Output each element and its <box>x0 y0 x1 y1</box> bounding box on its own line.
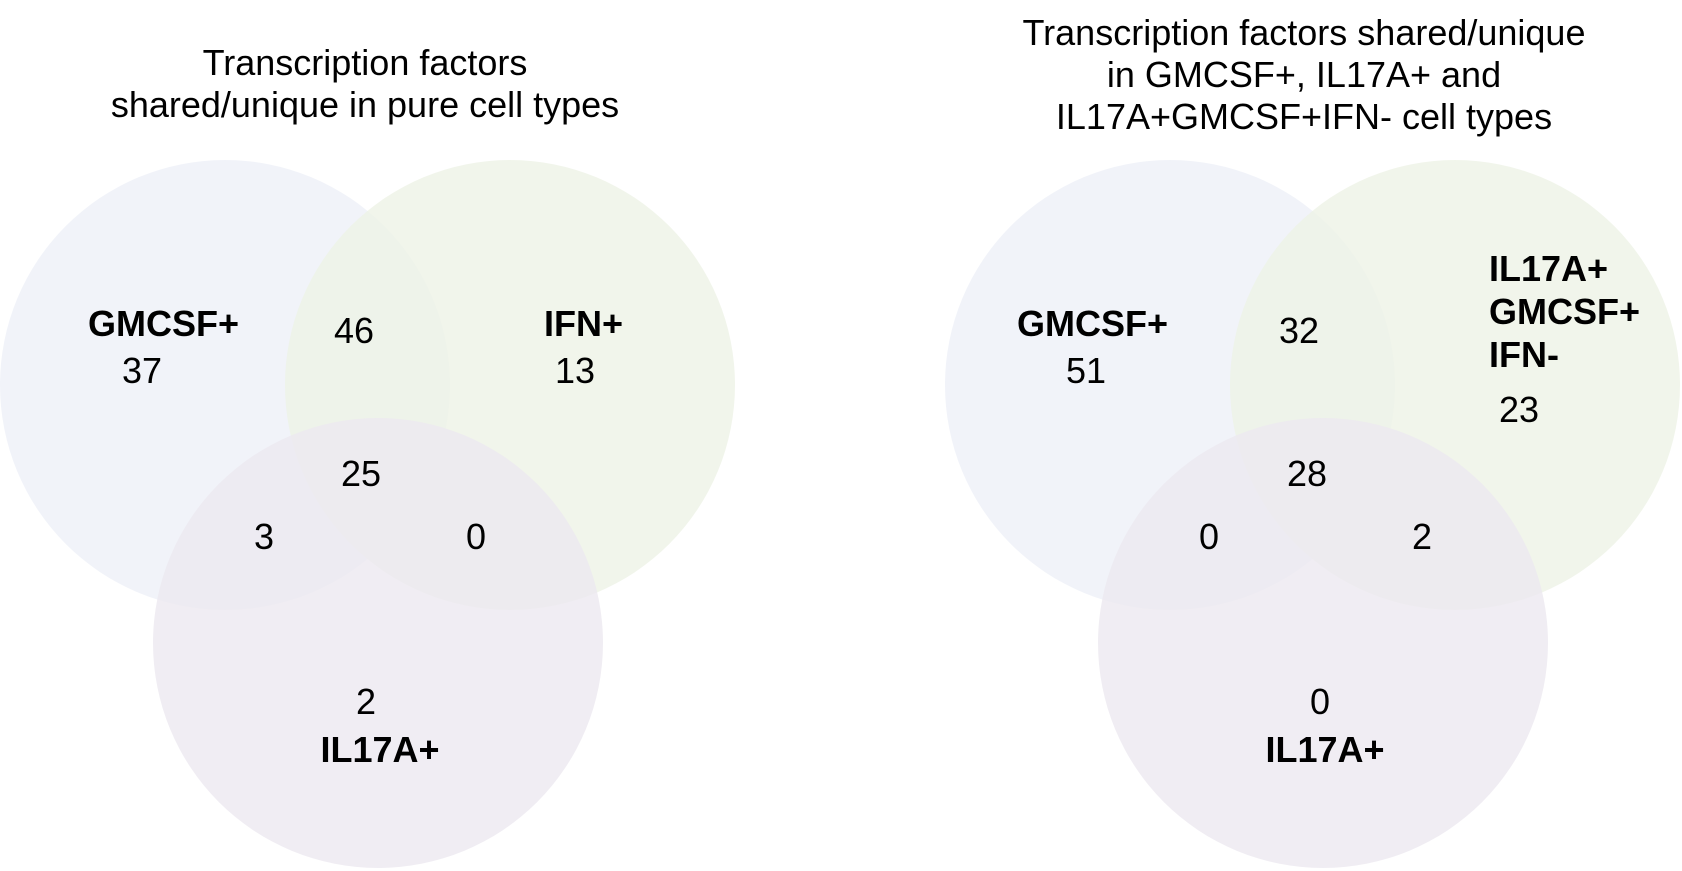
count-all-three: 28 <box>1287 453 1327 494</box>
set-label-il17a: IL17A+ <box>1265 729 1384 770</box>
count-gmcsf-il17a: 0 <box>1199 516 1219 557</box>
title-line: shared/unique in pure cell types <box>110 84 620 125</box>
count-il17a-gmcsf-ifn-only: 23 <box>1499 389 1539 430</box>
set-circle-il17a <box>153 418 603 868</box>
diagram-title: Transcription factors shared/unique in p… <box>60 42 670 126</box>
count-gmcsf-ifn: 46 <box>334 310 374 351</box>
title-line: IL17A+GMCSF+IFN- cell types <box>1055 96 1553 137</box>
count-il17a-only: 2 <box>356 681 376 722</box>
set-label-il17a: IL17A+ <box>320 729 439 770</box>
set-circle-il17a <box>1098 418 1548 868</box>
diagram-title: Transcription factors shared/unique in G… <box>940 12 1668 138</box>
count-il17a-gmcsf-ifn-il17a: 2 <box>1412 516 1432 557</box>
count-ifn-il17a: 0 <box>466 516 486 557</box>
count-gmcsf-only: 51 <box>1066 350 1106 391</box>
count-ifn-only: 13 <box>555 350 595 391</box>
set-label-gmcsf: GMCSF+ <box>1017 303 1168 344</box>
count-gmcsf-il17a: 3 <box>254 516 274 557</box>
title-line: Transcription factors <box>202 42 528 83</box>
count-gmcsf-only: 37 <box>122 350 162 391</box>
venn-diagram: GMCSF+ IL17A+ GMCSF+ IFN- IL17A+ 51 23 0… <box>945 160 1680 868</box>
count-all-three: 25 <box>341 453 381 494</box>
count-gmcsf-il17a-gmcsf-ifn: 32 <box>1279 310 1319 351</box>
count-il17a-only: 0 <box>1310 681 1330 722</box>
title-line: Transcription factors shared/unique <box>1022 12 1586 53</box>
title-line: in GMCSF+, IL17A+ and <box>1106 54 1502 95</box>
venn-panel-left: Transcription factors shared/unique in p… <box>0 0 760 871</box>
set-label-ifn: IFN+ <box>544 303 623 344</box>
venn-diagram: GMCSF+ IFN+ IL17A+ 37 13 2 46 3 0 25 <box>0 160 735 868</box>
set-label-gmcsf: GMCSF+ <box>88 303 239 344</box>
venn-panel-right: Transcription factors shared/unique in G… <box>940 0 1682 871</box>
set-label-il17a-gmcsf-ifn: IL17A+ GMCSF+ IFN- <box>1489 248 1650 375</box>
